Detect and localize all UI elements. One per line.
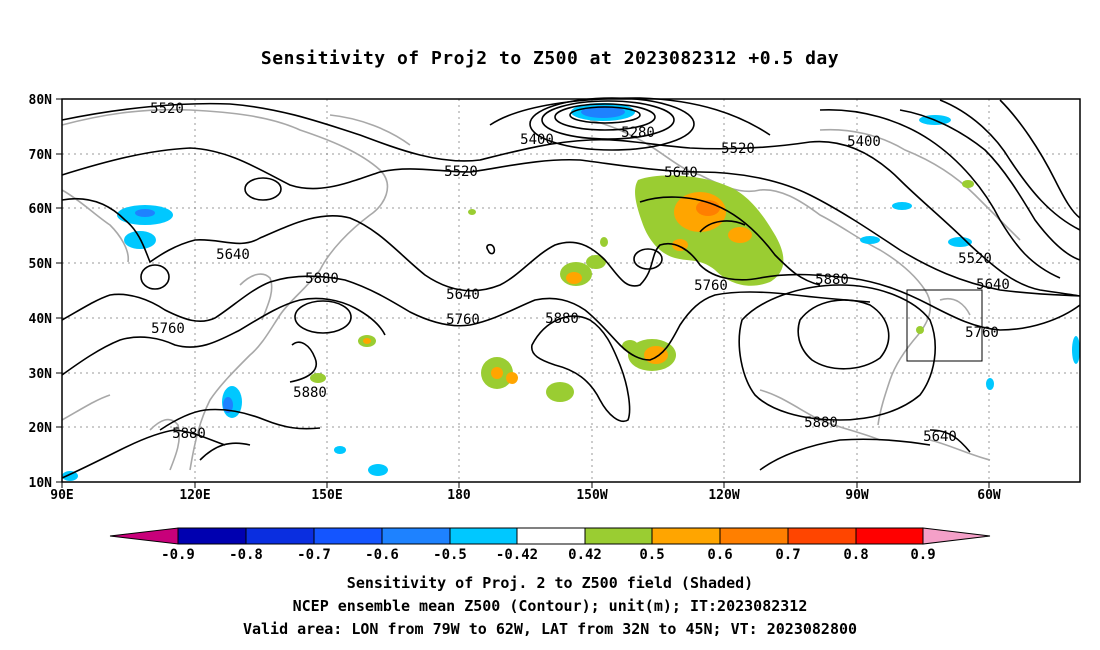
colorbar-label: -0.6 [365,547,399,563]
valid-area-box [906,289,983,362]
colorbar-cell [651,527,721,545]
colorbar-label: 0.42 [568,547,602,563]
map-title: Sensitivity of Proj2 to Z500 at 20230823… [260,48,840,69]
contour-label: 5640 [976,277,1010,293]
colorbar-cell [245,527,315,545]
colorbar-label: 0.5 [639,547,664,563]
lat-tick-label: 80N [29,93,53,108]
colorbar-cell [177,527,247,545]
colorbar-label: 0.9 [910,547,935,563]
colorbar-cell [719,527,789,545]
map-frame [61,98,1081,483]
contour-label: 5520 [150,101,184,117]
contour-label: 5400 [520,132,554,148]
colorbar-labels: -0.9 -0.8 -0.7 -0.6 -0.5 -0.42 0.42 0.5 … [161,547,936,563]
lat-tick-labels: 80N 70N 60N 50N 40N 30N 20N 10N [29,93,53,491]
colorbar-cell [787,527,857,545]
colorbar-label: 0.7 [775,547,800,563]
contour-label: 5400 [847,134,881,150]
lon-tick-labels: 90E 120E 150E 180 150W 120W 90W 60W [50,488,1001,503]
colorbar-left-arrow [109,527,179,545]
contour-label: 5640 [446,287,480,303]
lat-tick-label: 20N [29,421,53,436]
tick-marks [56,98,990,488]
colorbar-right-arrow [922,527,991,545]
lat-tick-label: 30N [29,367,53,382]
contour-label: 5520 [958,251,992,267]
contour-label: 5760 [694,278,728,294]
colorbar-cell [449,527,518,545]
colorbar-label: -0.5 [433,547,467,563]
contour-label: 5880 [305,271,339,287]
lon-tick-label: 60W [977,488,1001,503]
lat-tick-label: 70N [29,148,53,163]
colorbar-label: -0.8 [229,547,263,563]
colorbar-label: 0.8 [843,547,868,563]
contour-label: 5640 [664,165,698,181]
lon-tick-label: 120W [708,488,739,503]
colorbar-cell [381,527,451,545]
lon-tick-label: 120E [179,488,210,503]
lon-tick-label: 90W [845,488,869,503]
colorbar-label: 0.6 [707,547,732,563]
lon-tick-label: 150W [576,488,607,503]
contour-label: 5880 [804,415,838,431]
caption-line-3: Valid area: LON from 79W to 62W, LAT fro… [242,620,858,638]
contour-label: 5640 [216,247,250,263]
colorbar-label: -0.42 [496,547,538,563]
contour-label: 5760 [151,321,185,337]
contour-label: 5520 [444,164,478,180]
colorbar-label: -0.9 [161,547,195,563]
lat-tick-label: 40N [29,312,53,327]
contour-label: 5880 [815,272,849,288]
contour-label: 5640 [923,429,957,445]
colorbar-label: -0.7 [297,547,331,563]
contour-label-group: 5520 5400 5280 5520 5400 5520 5640 5640 … [150,101,1010,445]
contour-label: 5880 [545,311,579,327]
colorbar-cell [516,527,586,545]
lat-tick-label: 50N [29,257,53,272]
z500-contours [61,97,1081,479]
colorbar [109,527,991,545]
lon-tick-label: 90E [50,488,73,503]
coastlines [61,108,1021,471]
contour-label: 5760 [446,312,480,328]
colorbar-cell [584,527,653,545]
colorbar-cell [313,527,383,545]
contour-label: 5880 [172,426,206,442]
lat-tick-label: 10N [29,476,53,491]
lon-tick-label: 150E [311,488,342,503]
caption-line-2: NCEP ensemble mean Z500 (Contour); unit(… [292,597,808,615]
caption-line-1: Sensitivity of Proj. 2 to Z500 field (Sh… [346,574,754,592]
lat-tick-label: 60N [29,202,53,217]
contour-label: 5520 [721,141,755,157]
colorbar-cell [855,527,924,545]
lon-tick-label: 180 [447,488,471,503]
contour-label: 5280 [621,125,655,141]
contour-label: 5880 [293,385,327,401]
